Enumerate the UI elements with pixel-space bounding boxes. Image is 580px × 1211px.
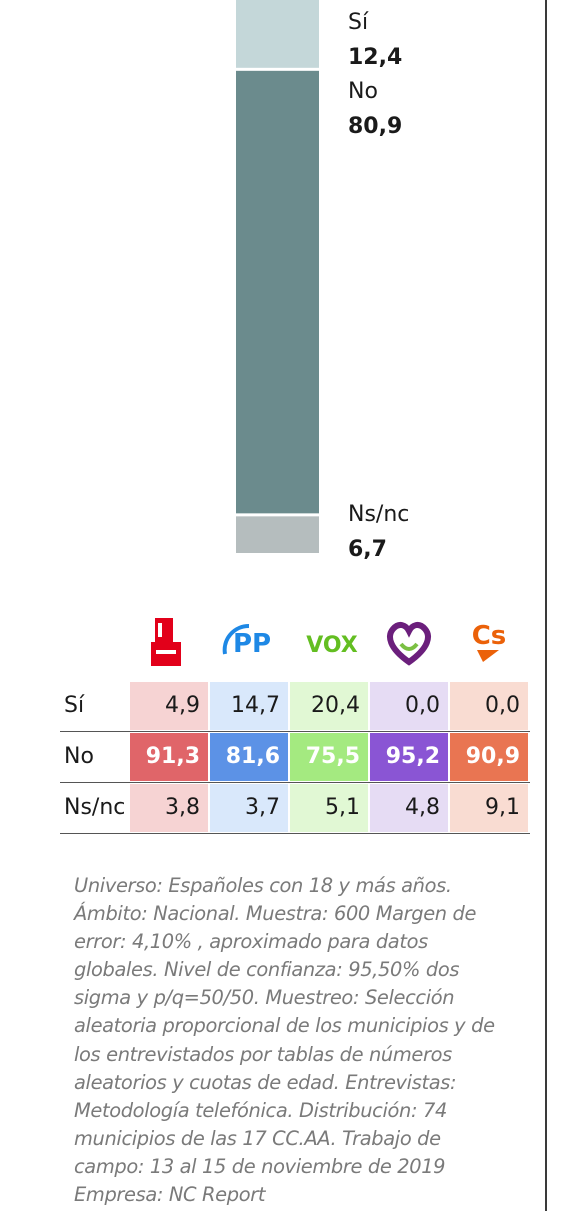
- bar-segment-no: [236, 70, 319, 514]
- table-cell: 0,0: [370, 682, 448, 730]
- table-cell: 4,8: [370, 784, 448, 832]
- psoe-logo-icon: [130, 612, 208, 672]
- segment-value: 80,9: [348, 113, 403, 139]
- table-row-separator: [60, 782, 530, 783]
- vox-logo-icon: VOX: [290, 612, 368, 672]
- segment-label: No: [348, 78, 378, 104]
- segment-value: 12,4: [348, 45, 403, 70]
- table-cell: 75,5: [290, 733, 368, 781]
- podemos-logo-icon: [370, 612, 448, 672]
- bar-segment-nsnc: [236, 516, 319, 553]
- table-row-separator: [60, 833, 530, 834]
- methodology-note: Universo: Españoles con 18 y más años. Á…: [74, 874, 495, 1207]
- table-cell: 14,7: [210, 682, 288, 730]
- table-cell: 4,9: [130, 682, 208, 730]
- table-cell: 5,1: [290, 784, 368, 832]
- segment-label: Ns/nc: [348, 502, 410, 528]
- segment-value: 6,7: [348, 537, 387, 563]
- table-cell: 20,4: [290, 682, 368, 730]
- table-cell: 90,9: [450, 733, 528, 781]
- pp-logo-icon: PP: [210, 612, 288, 672]
- table-row-separator: [60, 731, 530, 732]
- right-border-rule: [545, 0, 547, 1211]
- table-row-label: No: [64, 744, 94, 769]
- table-cell: 95,2: [370, 733, 448, 781]
- stacked-bar-chart: [236, 0, 319, 553]
- table-cell: 0,0: [450, 682, 528, 730]
- cs-logo-text: Cs: [472, 621, 507, 651]
- pp-logo-text: PP: [233, 629, 271, 659]
- table-cell: 91,3: [130, 733, 208, 781]
- table-row-label: Sí: [64, 693, 85, 718]
- table-cell: 3,8: [130, 784, 208, 832]
- table-cell: 81,6: [210, 733, 288, 781]
- table-cell: 3,7: [210, 784, 288, 832]
- cs-logo-icon: Cs: [450, 612, 528, 672]
- table-cell: 9,1: [450, 784, 528, 832]
- segment-label: Sí: [348, 10, 369, 35]
- bar-segment-s: [236, 0, 319, 68]
- table-row-label: Ns/nc: [64, 795, 126, 820]
- vox-logo-text: VOX: [306, 633, 358, 658]
